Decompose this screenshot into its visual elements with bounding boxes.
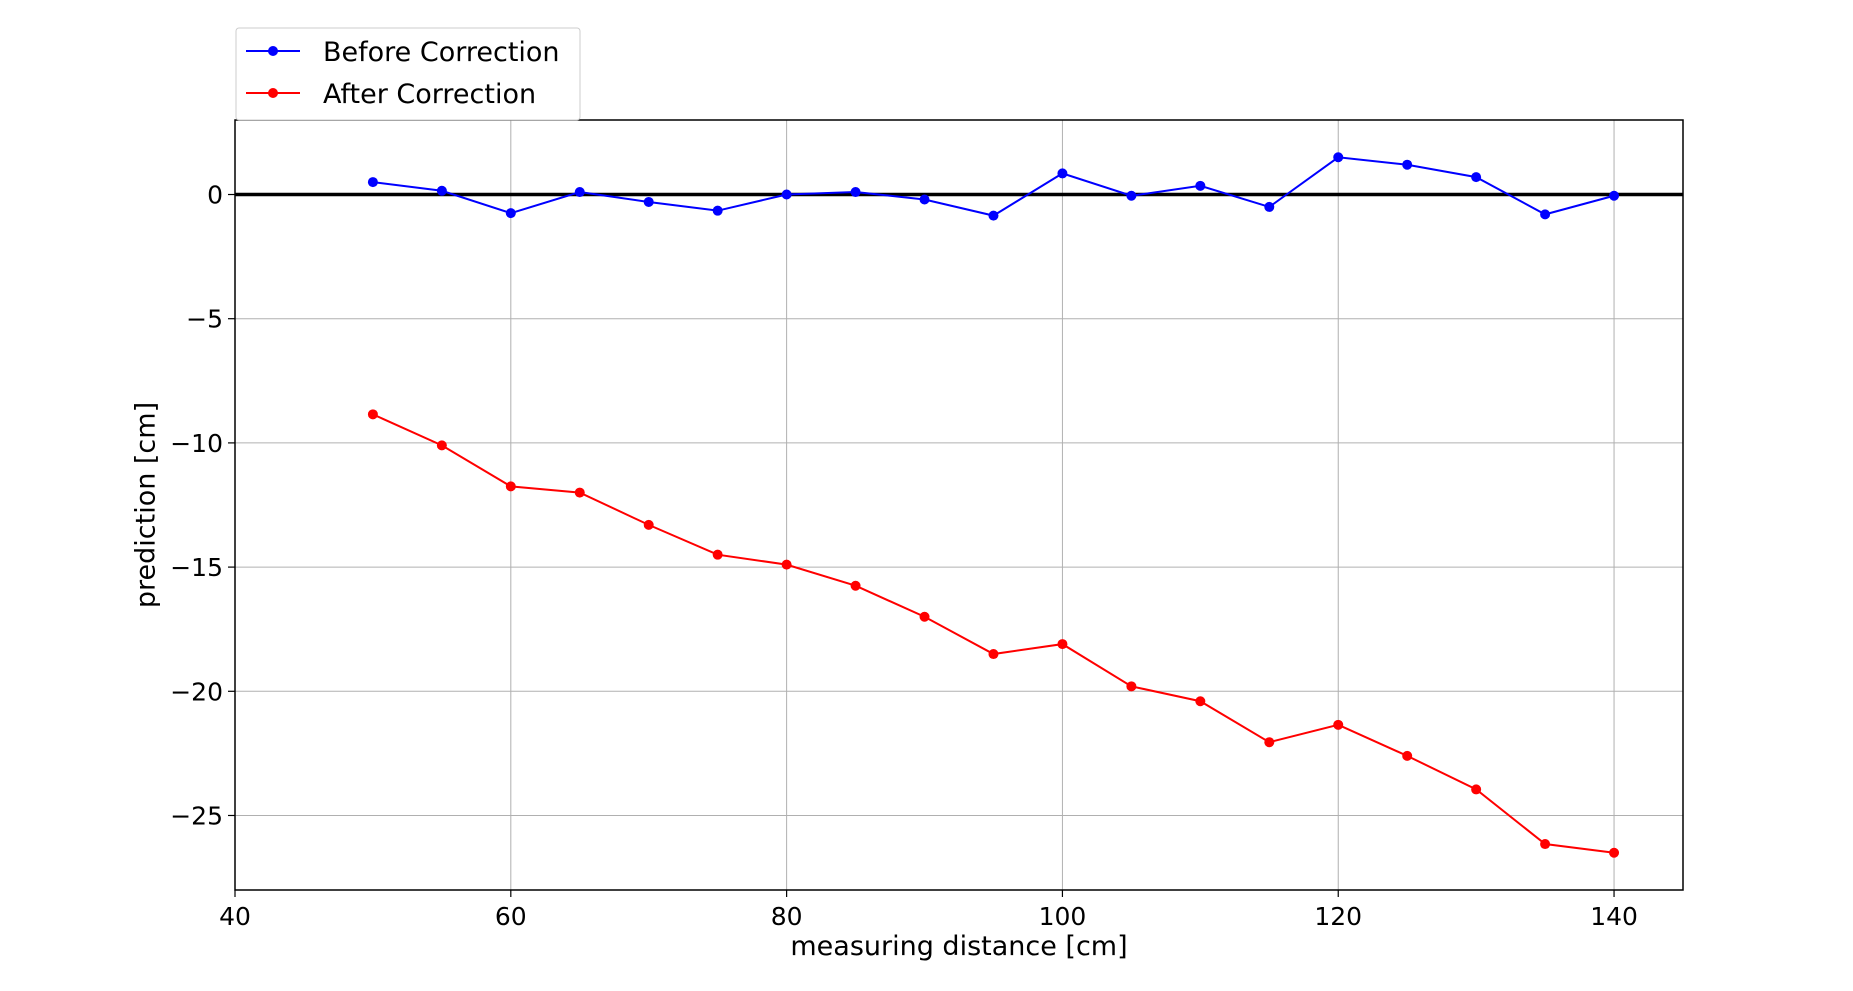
data-point [1126, 190, 1137, 201]
data-point [850, 580, 861, 591]
data-point [1402, 159, 1413, 170]
data-point [574, 487, 585, 498]
data-point [367, 177, 378, 188]
series-0 [367, 152, 1620, 221]
y-tick-label: −20 [170, 677, 223, 706]
data-point [1402, 750, 1413, 761]
data-point [781, 189, 792, 200]
x-tick-label: 120 [1314, 902, 1362, 931]
data-point [1609, 190, 1620, 201]
x-tick-label: 60 [495, 902, 527, 931]
data-point [505, 481, 516, 492]
data-point [1195, 696, 1206, 707]
data-point [988, 210, 999, 221]
x-tick-label: 140 [1590, 902, 1638, 931]
plot-frame [234, 119, 1684, 891]
data-point [505, 208, 516, 219]
data-point [1333, 719, 1344, 730]
data-point [1471, 172, 1482, 183]
legend-marker [268, 88, 278, 98]
data-point [1540, 209, 1551, 220]
data-point [1264, 737, 1275, 748]
data-point [367, 409, 378, 420]
data-point [1057, 639, 1068, 650]
x-axis-title: measuring distance [cm] [790, 931, 1127, 962]
axis-ticks: 40 60 80 100 120 140 0 −5 −10 −15 −20 −25 [170, 181, 1638, 931]
y-tick-label: −10 [170, 429, 223, 458]
data-point [436, 185, 447, 196]
x-tick-label: 80 [771, 902, 803, 931]
data-point [436, 440, 447, 451]
legend-label: Before Correction [323, 37, 560, 68]
data-point [712, 205, 723, 216]
grid [234, 120, 1683, 890]
series-line [372, 156, 1615, 217]
x-tick-label: 40 [219, 902, 251, 931]
data-point [1471, 784, 1482, 795]
y-tick-label: −25 [170, 801, 223, 830]
y-tick-label: −5 [186, 305, 223, 334]
data-point [781, 559, 792, 570]
data-point [1195, 180, 1206, 191]
data-point [919, 194, 930, 205]
data-point [1540, 839, 1551, 850]
data-point [1126, 681, 1137, 692]
data-point [643, 196, 654, 207]
y-tick-label: 0 [207, 181, 223, 210]
data-point [1609, 847, 1620, 858]
legend-marker [268, 46, 278, 56]
data-point [574, 187, 585, 198]
data-point [643, 519, 654, 530]
legend: Before Correction After Correction [235, 27, 581, 121]
data-point [850, 187, 861, 198]
data-point [919, 611, 930, 622]
legend-label: After Correction [323, 79, 536, 110]
data-point [988, 649, 999, 660]
data-point [1057, 168, 1068, 179]
y-tick-label: −15 [170, 553, 223, 582]
y-axis-title: prediction [cm] [130, 402, 161, 608]
data-point [1264, 201, 1275, 212]
legend-box [235, 27, 581, 121]
data-point [712, 549, 723, 560]
series-1 [367, 409, 1620, 858]
data-point [1333, 152, 1344, 163]
x-tick-label: 100 [1039, 902, 1087, 931]
series-line [372, 413, 1615, 854]
series-group [367, 152, 1620, 858]
